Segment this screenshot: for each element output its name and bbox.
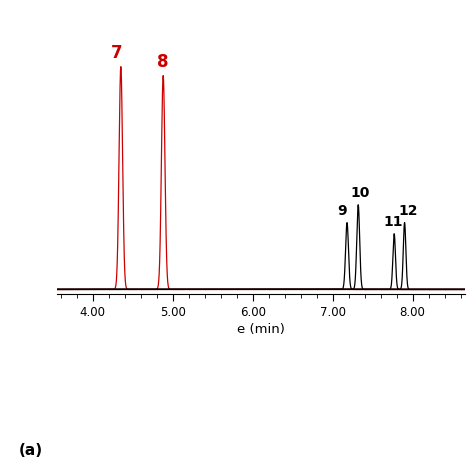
Text: (a): (a) — [19, 443, 43, 458]
X-axis label: e (min): e (min) — [237, 323, 285, 336]
Text: 12: 12 — [399, 204, 419, 218]
Text: 7: 7 — [111, 44, 123, 62]
Text: 8: 8 — [157, 53, 169, 71]
Text: 11: 11 — [383, 215, 403, 229]
Text: 9: 9 — [337, 204, 347, 218]
Text: 10: 10 — [351, 186, 370, 201]
